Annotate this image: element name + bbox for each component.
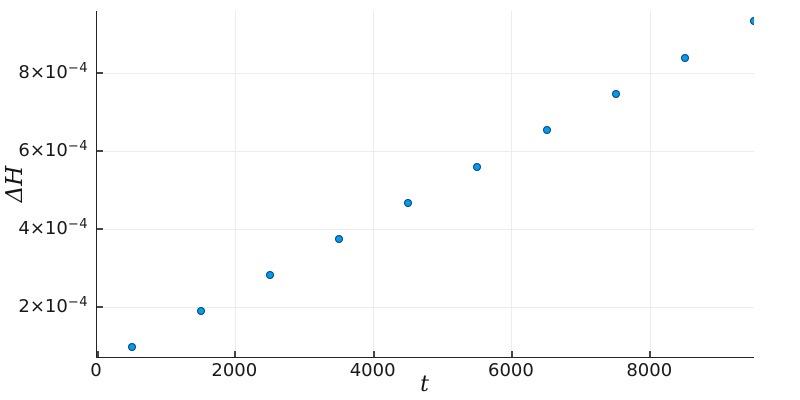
x-tick-mark xyxy=(372,351,375,357)
data-point xyxy=(335,235,344,244)
y-gridline xyxy=(97,228,754,230)
x-tick-mark xyxy=(649,351,652,357)
y-tick-exponent: −4 xyxy=(67,61,88,77)
data-point xyxy=(127,343,136,352)
y-tick-mark xyxy=(97,228,103,231)
x-tick-label: 2000 xyxy=(211,360,258,381)
data-point xyxy=(404,198,413,207)
x-tick-label: 0 xyxy=(90,360,102,381)
y-tick-exponent: −4 xyxy=(67,217,88,233)
x-tick-mark xyxy=(234,351,237,357)
y-axis-label: ΔH xyxy=(2,165,28,203)
x-tick-mark xyxy=(510,351,513,357)
plot-area xyxy=(96,11,754,358)
y-tick-exponent: −4 xyxy=(67,139,88,155)
x-gridline xyxy=(373,11,375,357)
data-point xyxy=(611,90,620,99)
x-gridline xyxy=(511,11,513,357)
y-gridline xyxy=(97,150,754,152)
x-gridline xyxy=(234,11,236,357)
y-gridline xyxy=(97,72,754,74)
y-gridline xyxy=(97,306,754,308)
data-point xyxy=(542,126,551,135)
y-tick-exponent: −4 xyxy=(67,295,88,311)
y-tick-mark xyxy=(97,72,103,75)
y-tick-label: 2×10−4 xyxy=(18,295,88,318)
data-point xyxy=(196,306,205,315)
data-point xyxy=(473,163,482,172)
data-point xyxy=(750,17,754,26)
x-tick-label: 8000 xyxy=(626,360,673,381)
data-point xyxy=(265,271,274,280)
y-tick-mark xyxy=(97,150,103,153)
x-tick-mark xyxy=(97,351,99,357)
y-tick-mark xyxy=(97,306,103,309)
x-tick-label: 6000 xyxy=(488,360,534,381)
data-point xyxy=(680,54,689,63)
x-gridline xyxy=(649,11,651,357)
y-tick-label: 8×10−4 xyxy=(18,61,88,84)
x-axis-label: t xyxy=(420,372,429,397)
